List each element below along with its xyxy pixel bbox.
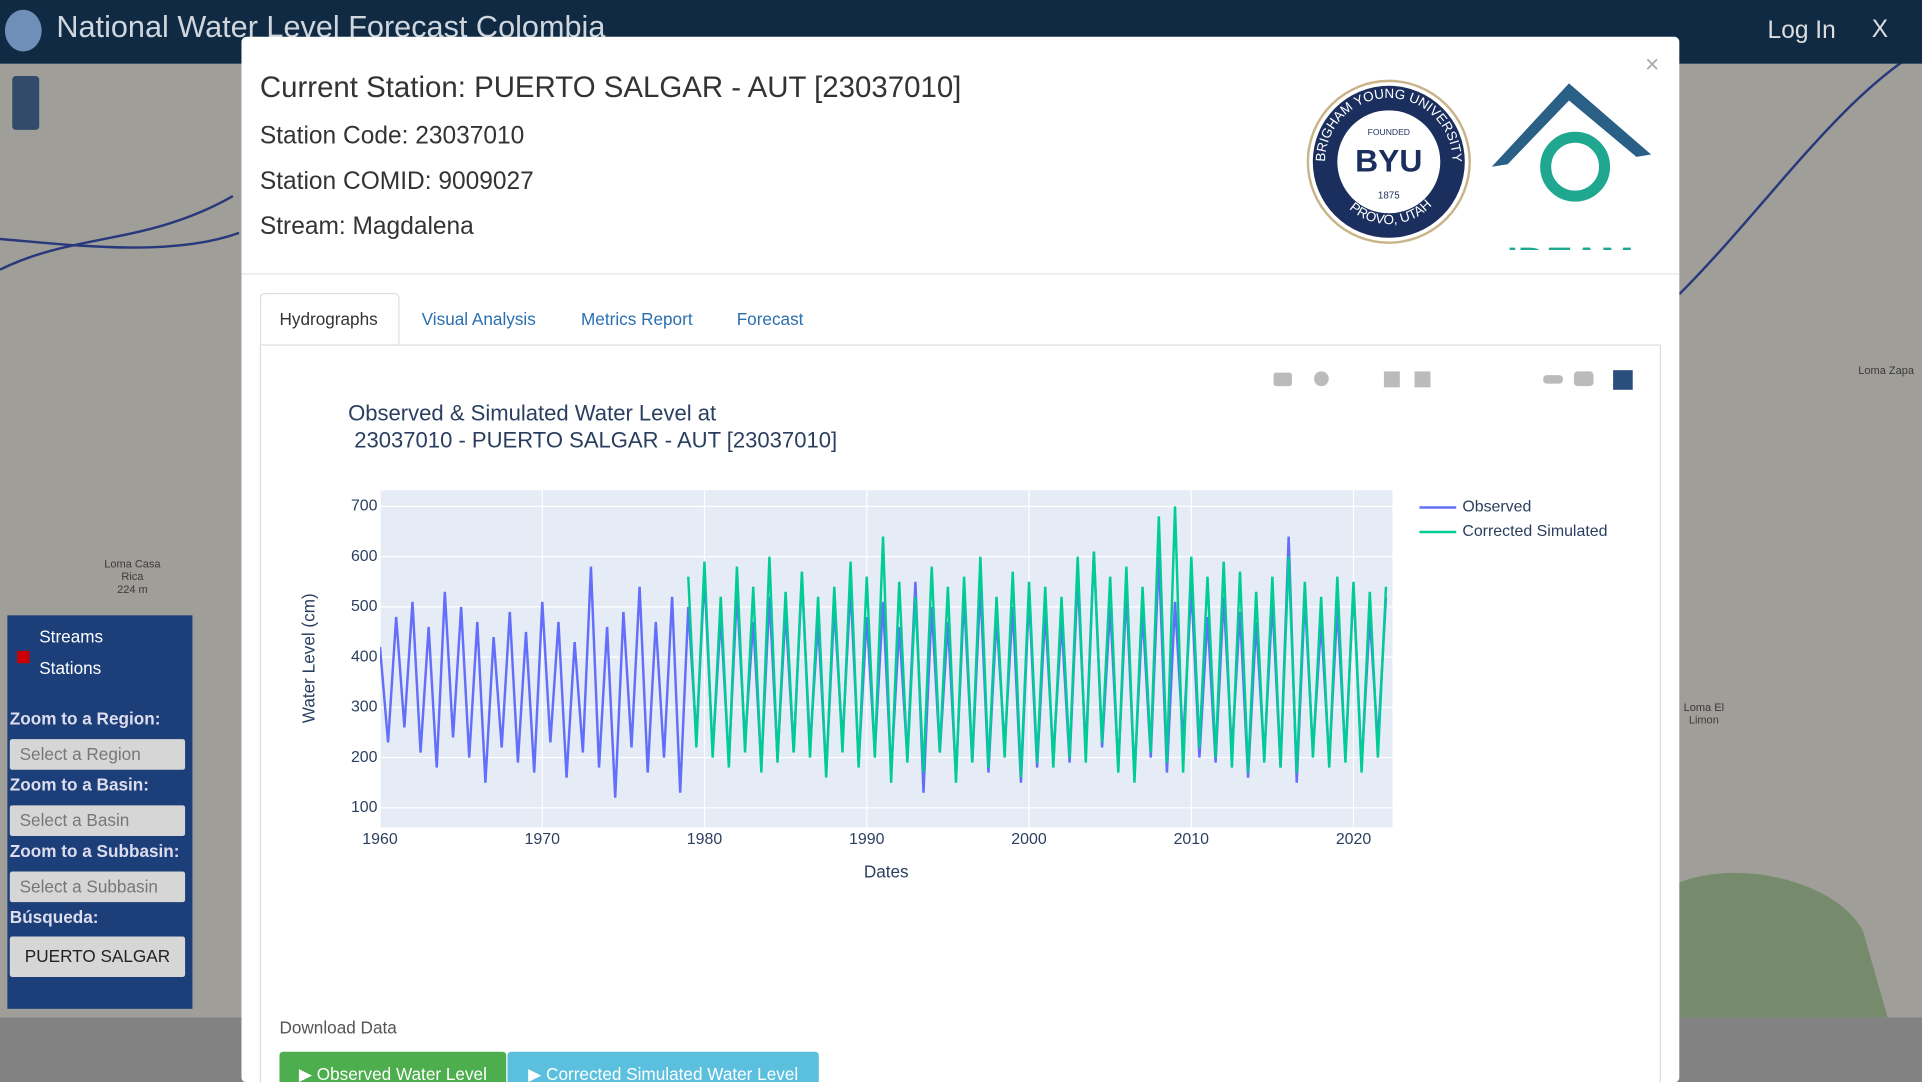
y-tick-label: 300	[351, 699, 378, 716]
divider	[241, 273, 1680, 275]
search-input[interactable]: PUERTO SALGAR	[9, 936, 186, 977]
x-tick-label: 1990	[849, 831, 885, 848]
river	[0, 195, 240, 271]
station-name: Current Station: PUERTO SALGAR - AUT [23…	[259, 71, 962, 105]
y-tick-label: 400	[351, 648, 378, 665]
text-line: Loma El	[1684, 702, 1724, 714]
map-label: Loma El Limon	[1684, 702, 1724, 727]
legend-label: Corrected Simulated	[1462, 523, 1607, 540]
stream: Stream: Magdalena	[259, 213, 474, 241]
tab[interactable]: Visual Analysis	[421, 308, 536, 329]
tool-icon[interactable]	[1613, 370, 1633, 390]
byu-name: BYU	[1355, 143, 1422, 179]
login[interactable]: Log In	[1767, 17, 1836, 45]
ideam-swirl	[1540, 131, 1611, 202]
y-tick-label: 100	[351, 799, 378, 816]
tool-icon[interactable]	[1314, 371, 1329, 387]
x-tick-label: 2010	[1174, 831, 1210, 848]
station-code: Station Code: 23037010	[259, 122, 525, 150]
layer[interactable]: Stations	[39, 658, 102, 678]
download-button[interactable]: ▶ Corrected Simulated Water Level	[507, 1051, 819, 1082]
byu-seal	[1337, 110, 1441, 214]
river	[1678, 47, 1922, 296]
download-label: Download Data	[279, 1017, 397, 1038]
layer-icon	[17, 650, 30, 664]
x-tick-label: 1970	[525, 831, 561, 848]
select[interactable]: Select a Region	[9, 739, 186, 770]
label: Zoom to a Subbasin:	[9, 840, 180, 861]
tool-icon[interactable]	[1573, 371, 1594, 387]
exit[interactable]: X	[1871, 15, 1889, 43]
text-line: Loma Casa	[104, 559, 161, 571]
y-tick-label: 200	[351, 749, 378, 766]
select[interactable]: Select a Subbasin	[9, 871, 186, 903]
y-tick-label: 600	[351, 548, 378, 565]
toolbar	[1273, 370, 1633, 390]
zoom-control[interactable]	[12, 75, 40, 130]
map-label: Loma Casa Rica 224 m	[104, 559, 161, 596]
y-axis-title: Water Level (cm)	[299, 593, 319, 723]
tool-icon[interactable]	[1273, 372, 1292, 387]
download-button[interactable]: ▶ Observed Water Level	[279, 1051, 507, 1082]
label: Zoom to a Region:	[9, 708, 161, 729]
text-line: Rica	[121, 571, 144, 583]
y-tick-label: 700	[351, 498, 378, 515]
x-tick-label: 2000	[1011, 831, 1047, 848]
text-line: 224 m	[117, 584, 148, 596]
label: Zoom to a Basin:	[9, 774, 150, 795]
byu-founded: FOUNDED	[1368, 127, 1410, 137]
legend-label: Observed	[1462, 499, 1531, 516]
tab[interactable]: Hydrographs	[279, 308, 378, 329]
chart-title: Observed & Simulated Water Level at	[348, 400, 716, 425]
forest	[1679, 872, 1888, 1018]
map-label: Loma Zapa	[1858, 365, 1915, 377]
chart-title: 23037010 - PUERTO SALGAR - AUT [23037010…	[348, 427, 837, 452]
ideam-roof	[1491, 83, 1652, 167]
logos: BRIGHAM YOUNG UNIVERSITY PROVO, UTAH FOU…	[1306, 79, 1652, 250]
tab[interactable]: Metrics Report	[581, 308, 693, 329]
select[interactable]: Select a Basin	[9, 805, 186, 836]
x-tick-label: 1960	[362, 831, 398, 848]
modal-close[interactable]: ×	[1644, 51, 1660, 79]
tab[interactable]: Forecast	[736, 308, 804, 329]
series-line	[687, 506, 1388, 783]
x-axis-title: Dates	[864, 861, 909, 881]
tool-icon[interactable]	[1414, 371, 1431, 388]
byu-year: 1875	[1378, 191, 1400, 202]
logo	[4, 9, 42, 52]
ideam-text: IDEAM	[1507, 240, 1633, 250]
sidebar: Streams Stations Zoom to a Region: Selec…	[7, 615, 193, 1009]
layer[interactable]: Streams	[39, 626, 104, 646]
tool-icon[interactable]	[1543, 375, 1563, 384]
tab-panel	[259, 344, 1661, 1082]
label: Búsqueda:	[9, 907, 99, 927]
x-tick-label: 1980	[687, 831, 723, 848]
y-tick-label: 500	[351, 598, 378, 615]
tool-icon[interactable]	[1383, 371, 1400, 388]
active-tab[interactable]	[259, 292, 400, 346]
x-tick-label: 2020	[1336, 831, 1372, 848]
station-comid: Station COMID: 9009027	[259, 167, 534, 195]
text-line: Limon	[1689, 715, 1719, 727]
